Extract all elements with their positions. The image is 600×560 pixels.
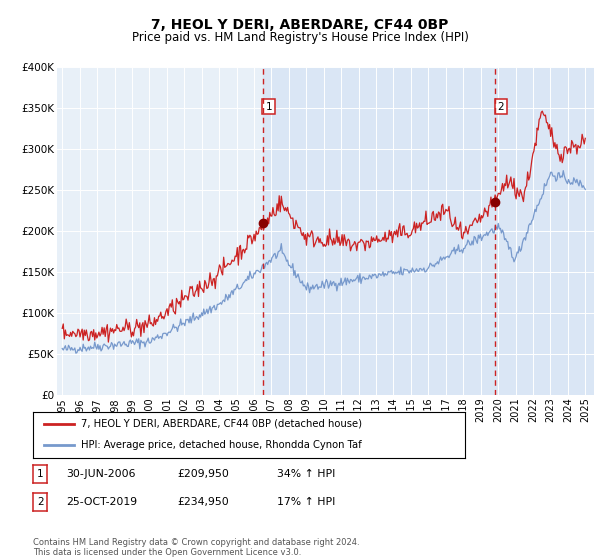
Text: HPI: Average price, detached house, Rhondda Cynon Taf: HPI: Average price, detached house, Rhon… <box>80 440 361 450</box>
Text: 34% ↑ HPI: 34% ↑ HPI <box>277 469 335 479</box>
Text: 25-OCT-2019: 25-OCT-2019 <box>66 497 137 507</box>
Text: 1: 1 <box>37 469 44 479</box>
Bar <box>263 67 594 395</box>
Text: Contains HM Land Registry data © Crown copyright and database right 2024.
This d: Contains HM Land Registry data © Crown c… <box>33 538 359 557</box>
Text: 7, HEOL Y DERI, ABERDARE, CF44 0BP (detached house): 7, HEOL Y DERI, ABERDARE, CF44 0BP (deta… <box>80 419 362 429</box>
Text: £234,950: £234,950 <box>177 497 229 507</box>
Text: 2: 2 <box>497 101 504 111</box>
Text: 7, HEOL Y DERI, ABERDARE, CF44 0BP: 7, HEOL Y DERI, ABERDARE, CF44 0BP <box>151 18 449 32</box>
Text: £209,950: £209,950 <box>177 469 229 479</box>
Text: 30-JUN-2006: 30-JUN-2006 <box>66 469 136 479</box>
Text: 1: 1 <box>265 101 272 111</box>
Text: 2: 2 <box>37 497 44 507</box>
Text: Price paid vs. HM Land Registry's House Price Index (HPI): Price paid vs. HM Land Registry's House … <box>131 31 469 44</box>
Text: 17% ↑ HPI: 17% ↑ HPI <box>277 497 335 507</box>
